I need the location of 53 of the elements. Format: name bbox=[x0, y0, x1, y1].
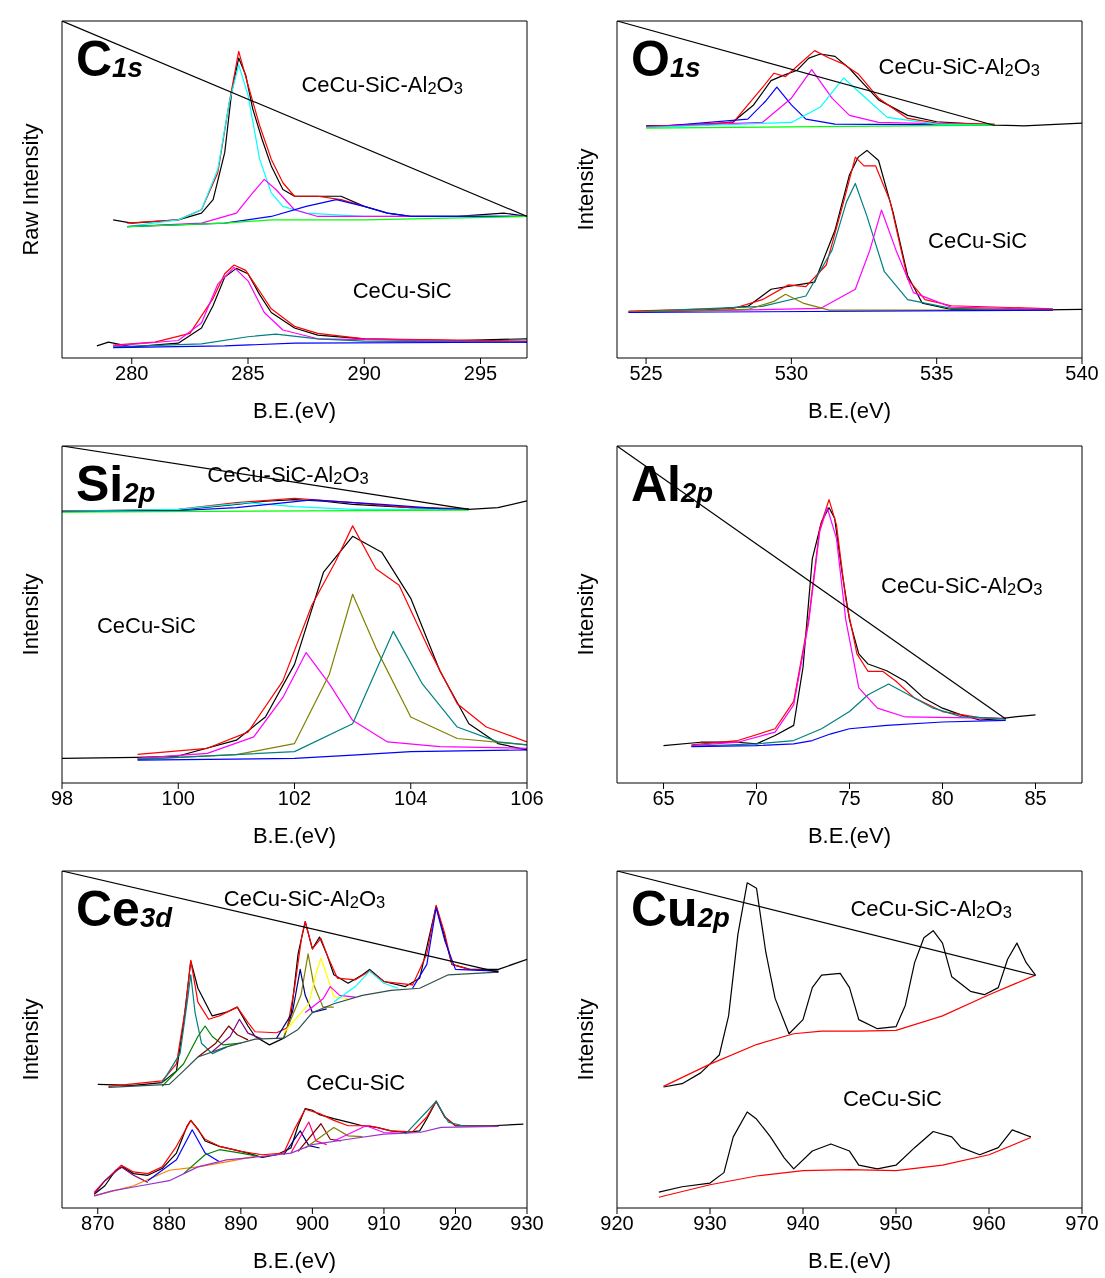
annotation: CeCu-SiC-Al$_{2}$O$_{3}$ bbox=[301, 72, 463, 99]
x-tick-label: 65 bbox=[652, 787, 675, 810]
x-tick-label: 75 bbox=[838, 787, 861, 810]
x-tick-label: 104 bbox=[394, 787, 428, 810]
annotation: CeCu-SiC-Al$_{2}$O$_{3}$ bbox=[881, 572, 1043, 599]
x-tick-label: 970 bbox=[1065, 1212, 1099, 1235]
x-tick-label: 535 bbox=[920, 362, 954, 385]
x-tick-label: 100 bbox=[161, 787, 195, 810]
x-tick-label: 295 bbox=[463, 362, 498, 385]
x-tick-label: 106 bbox=[510, 787, 544, 810]
y-axis-title: Intensity bbox=[572, 998, 598, 1081]
x-axis-title: B.E.(eV) bbox=[807, 1248, 892, 1273]
x-tick-label: 960 bbox=[972, 1212, 1006, 1235]
x-tick-label: 930 bbox=[693, 1212, 727, 1235]
y-axis-title: Raw Intensity bbox=[17, 123, 43, 256]
x-axis-title: B.E.(eV) bbox=[252, 823, 337, 848]
x-tick-label: 98 bbox=[50, 787, 74, 810]
x-tick-label: 910 bbox=[367, 1212, 401, 1235]
x-tick-label: 102 bbox=[277, 787, 312, 810]
x-tick-label: 890 bbox=[224, 1212, 258, 1235]
annotation: CeCu-SiC bbox=[306, 1069, 406, 1096]
annotation: CeCu-SiC bbox=[842, 1086, 943, 1113]
x-tick-label: 85 bbox=[1024, 787, 1047, 810]
x-tick-label: 880 bbox=[152, 1212, 186, 1235]
y-axis-title: Intensity bbox=[572, 148, 598, 231]
x-tick-label: 290 bbox=[347, 362, 381, 385]
x-tick-label: 540 bbox=[1065, 362, 1099, 385]
annotation: CeCu-SiC bbox=[96, 613, 196, 640]
x-tick-label: 80 bbox=[931, 787, 954, 810]
x-tick-label: 280 bbox=[115, 362, 149, 385]
y-axis-title: Intensity bbox=[17, 573, 43, 656]
y-axis-title: Intensity bbox=[17, 998, 43, 1081]
y-axis-title: Intensity bbox=[572, 573, 598, 656]
annotation: CeCu-SiC-Al$_{2}$O$_{3}$ bbox=[223, 885, 386, 912]
x-axis-title: B.E.(eV) bbox=[807, 823, 892, 848]
annotation: CeCu-SiC bbox=[352, 277, 452, 304]
x-tick-label: 930 bbox=[510, 1212, 544, 1235]
annotation: CeCu-SiC-Al$_{2}$O$_{3}$ bbox=[850, 896, 1012, 923]
x-tick-label: 530 bbox=[774, 362, 809, 385]
x-tick-label: 870 bbox=[81, 1212, 115, 1235]
x-tick-label: 285 bbox=[231, 362, 265, 385]
x-tick-label: 920 bbox=[438, 1212, 473, 1235]
x-tick-label: 950 bbox=[879, 1212, 913, 1235]
annotation: CeCu-SiC-Al$_{2}$O$_{3}$ bbox=[878, 53, 1040, 80]
annotation: CeCu-SiC bbox=[928, 227, 1028, 254]
x-axis-title: B.E.(eV) bbox=[252, 1248, 337, 1273]
x-tick-label: 70 bbox=[745, 787, 768, 810]
x-tick-label: 920 bbox=[600, 1212, 634, 1235]
x-axis-title: B.E.(eV) bbox=[807, 398, 892, 423]
x-axis-title: B.E.(eV) bbox=[252, 398, 337, 423]
x-tick-label: 525 bbox=[629, 362, 663, 385]
x-tick-label: 900 bbox=[295, 1212, 330, 1235]
x-tick-label: 940 bbox=[786, 1212, 820, 1235]
